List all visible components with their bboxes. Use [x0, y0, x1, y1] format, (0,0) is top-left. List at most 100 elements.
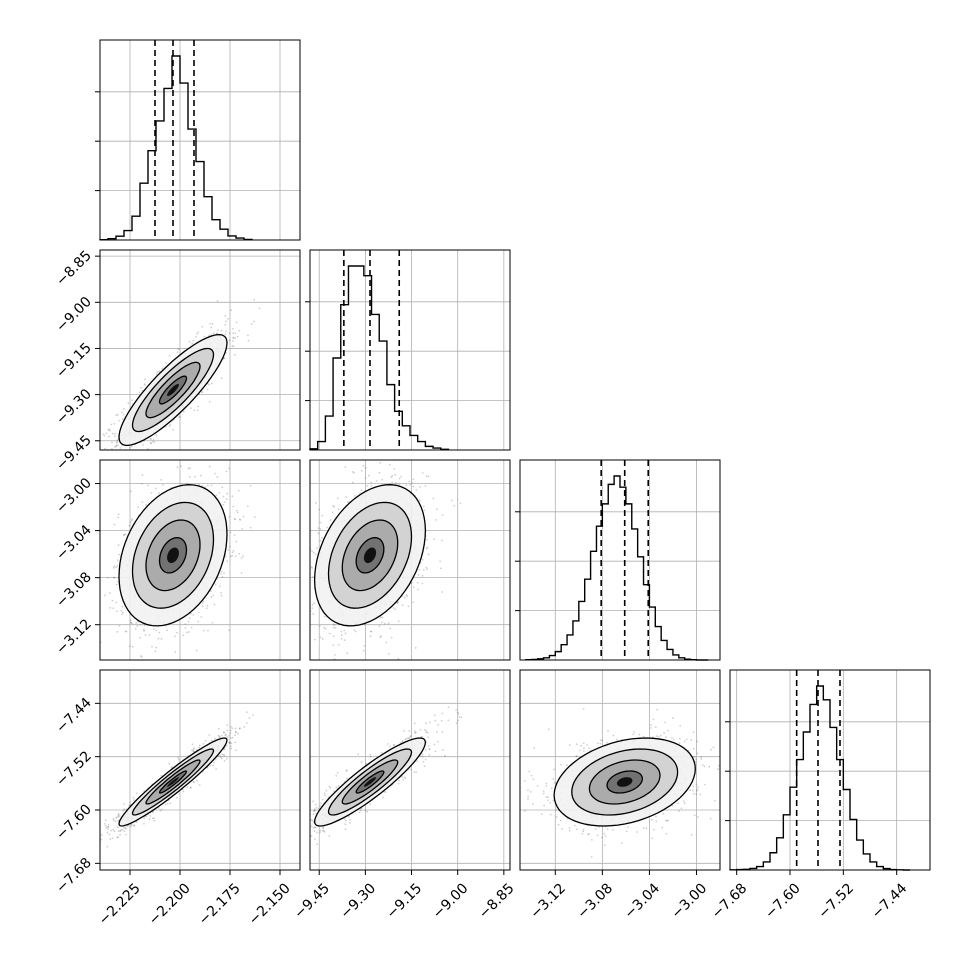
sample-point — [250, 323, 253, 326]
sample-point — [129, 490, 132, 493]
sample-point — [223, 731, 226, 734]
sample-point — [425, 566, 428, 569]
sample-point — [343, 639, 346, 642]
sample-point — [121, 450, 123, 452]
sample-point — [305, 599, 307, 601]
panel-frame — [309, 249, 511, 451]
histogram-step — [525, 475, 709, 661]
sample-point — [108, 435, 110, 438]
sample-point — [419, 499, 421, 502]
sample-point — [340, 634, 343, 637]
sample-point — [168, 762, 171, 765]
sample-point — [147, 484, 149, 487]
sample-point — [233, 534, 236, 536]
sample-point — [307, 558, 309, 560]
sample-point — [306, 595, 308, 597]
sample-point — [223, 748, 226, 751]
sample-point — [225, 320, 227, 323]
sample-point — [189, 407, 192, 410]
sample-point — [412, 586, 415, 589]
sample-point — [253, 298, 256, 301]
sample-point — [152, 811, 155, 814]
sample-point — [253, 320, 255, 323]
sample-point — [247, 334, 249, 337]
sample-point — [389, 627, 392, 630]
sample-point — [334, 653, 336, 656]
sample-point — [234, 337, 236, 340]
panel-frame — [309, 459, 511, 661]
sample-point — [119, 830, 122, 833]
sample-point — [329, 519, 332, 522]
sample-point — [345, 496, 348, 499]
sample-point — [104, 819, 107, 822]
sample-point — [378, 471, 381, 474]
sample-point — [208, 734, 211, 736]
sample-point — [63, 477, 65, 479]
sample-point — [305, 615, 307, 617]
sample-point — [144, 503, 147, 506]
sample-point — [151, 645, 153, 648]
sample-point — [88, 846, 90, 848]
sample-point — [177, 758, 180, 761]
sample-point — [178, 348, 181, 351]
sample-point — [191, 342, 194, 345]
sample-point — [129, 825, 132, 828]
sample-point — [115, 601, 118, 604]
sample-point — [405, 484, 408, 486]
sample-point — [116, 466, 118, 468]
sample-point — [130, 824, 133, 827]
sample-point — [115, 441, 118, 444]
sample-point — [121, 452, 123, 454]
sample-point — [411, 481, 413, 484]
sample-point — [258, 307, 261, 310]
sample-point — [191, 743, 194, 746]
sample-point — [423, 509, 426, 512]
sample-point — [403, 596, 406, 599]
sample-point — [232, 337, 234, 340]
sample-point — [151, 440, 154, 443]
sample-point — [142, 628, 145, 631]
sample-point — [441, 591, 444, 593]
sample-point — [207, 629, 209, 632]
sample-point — [238, 727, 241, 730]
sample-point — [135, 821, 138, 823]
sample-point — [412, 478, 415, 481]
sample-point — [125, 630, 128, 633]
sample-point — [193, 747, 195, 749]
sample-point — [427, 475, 430, 478]
sample-point — [222, 754, 225, 756]
sample-point — [222, 495, 225, 498]
sample-point — [359, 492, 362, 495]
sample-point — [116, 559, 119, 562]
sample-point — [223, 572, 225, 575]
sample-point — [370, 630, 372, 633]
sample-point — [209, 322, 211, 325]
sample-point — [369, 635, 372, 638]
sample-point — [115, 583, 118, 586]
sample-point — [409, 483, 412, 486]
sample-point — [155, 629, 158, 632]
sample-point — [311, 603, 314, 606]
sample-point — [344, 466, 347, 469]
sample-point — [314, 502, 317, 504]
sample-point — [116, 440, 118, 443]
sample-point — [116, 826, 119, 829]
sample-point — [332, 623, 335, 626]
sample-point — [145, 815, 148, 818]
sample-point — [346, 652, 349, 655]
sample-point — [434, 518, 437, 521]
sample-point — [210, 596, 213, 599]
sample-point — [118, 419, 120, 422]
histogram-step — [309, 265, 450, 450]
sample-point — [116, 454, 118, 456]
sample-point — [117, 472, 119, 474]
sample-point — [176, 631, 178, 634]
sample-point — [112, 607, 115, 609]
sample-point — [120, 609, 123, 612]
sample-point — [150, 438, 153, 441]
sample-point — [122, 809, 125, 812]
panel-frame — [729, 669, 931, 871]
sample-point — [391, 481, 394, 484]
sample-point — [228, 545, 231, 548]
sample-point — [425, 547, 428, 550]
